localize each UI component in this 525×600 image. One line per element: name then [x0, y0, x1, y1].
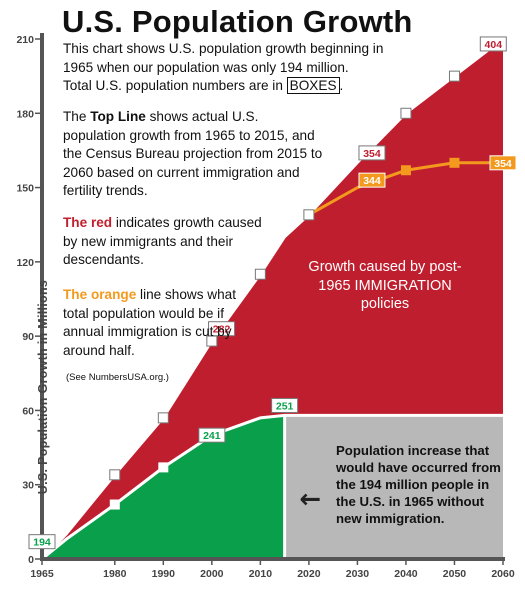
y-tick-label: 60 [22, 405, 34, 417]
reduced-immigration-marker [400, 165, 411, 176]
intro-line-2: 1965 when our population was only 194 mi… [63, 59, 349, 75]
x-tick-label: 2020 [297, 568, 321, 580]
y-tick-label: 0 [28, 554, 34, 566]
boxed-label-text: 354 [494, 158, 512, 170]
boxed-label-text: 354 [363, 148, 381, 160]
y-tick-label: 210 [16, 34, 34, 46]
top-line-note: The Top Line shows actual U.S. populatio… [63, 108, 323, 201]
y-axis-label: U.S. Population Growth in Millions [36, 279, 50, 495]
total-population-marker [400, 107, 412, 119]
boxed-label-frame [358, 172, 386, 188]
top-line-bold: Top Line [90, 109, 146, 124]
natural-growth-marker [109, 499, 120, 510]
boxed-label-text: 251 [276, 400, 294, 412]
x-tick-label: 2010 [249, 568, 273, 580]
natural-growth-marker [158, 462, 169, 473]
x-tick-label: 1980 [103, 568, 127, 580]
total-population-marker [109, 469, 121, 481]
y-tick-label: 30 [22, 480, 34, 492]
x-tick-label: 1990 [152, 568, 176, 580]
chart-title: U.S. Population Growth [62, 4, 413, 39]
total-population-marker [254, 268, 266, 280]
total-population-marker [157, 412, 169, 424]
orange-note-bold: The orange [63, 287, 137, 302]
red-note-rest: indicates growth caused by new immigrant… [63, 215, 262, 268]
top-line-pre: The [63, 109, 91, 124]
natural-growth-line [41, 413, 503, 561]
y-tick-label: 90 [22, 331, 34, 343]
intro-line-1: This chart shows U.S. population growth … [63, 41, 384, 56]
boxed-label-frame [28, 534, 56, 550]
x-tick-label: 2050 [443, 568, 467, 580]
boxed-label-text: 282 [213, 324, 231, 336]
x-tick-label: 2040 [394, 568, 418, 580]
intro-line-3-post: . [339, 78, 344, 94]
boxed-label-text: 344 [363, 175, 381, 187]
top-line-rest: shows actual U.S. population growth from… [63, 109, 323, 199]
boxed-label-frame [198, 427, 226, 443]
intro-line-3-pre: Total U.S. population numbers are in [63, 78, 287, 94]
red-note-bold: The red [63, 215, 113, 230]
boxed-label-frame [358, 145, 386, 161]
y-tick-label: 150 [16, 183, 34, 195]
source-note: (See NumbersUSA.org.) [66, 372, 169, 383]
red-note: The red indicates growth caused by new i… [63, 214, 268, 270]
x-tick-label: 2060 [491, 568, 515, 580]
y-tick-label: 180 [16, 108, 34, 120]
x-tick-label: 2030 [346, 568, 370, 580]
orange-note: The orange line shows what total populat… [63, 286, 253, 360]
orange-note-rest: line shows what total population would b… [63, 287, 237, 358]
boxed-label-frame [479, 36, 507, 52]
boxed-label-frame [208, 321, 236, 337]
y-tick-label: 120 [16, 257, 34, 269]
x-tick-label: 2000 [200, 568, 224, 580]
boxed-label-text: 194 [33, 537, 51, 549]
boxed-label-text: 404 [485, 39, 503, 51]
total-population-line [41, 38, 504, 560]
no-immigration-projection-area [284, 415, 503, 559]
red-area-annotation: Growth caused by post-1965 IMMIGRATION p… [308, 259, 462, 312]
boxes-label: BOXES [286, 77, 340, 95]
boxed-label-frame [271, 397, 299, 413]
boxed-label-text: 241 [203, 430, 221, 442]
natural-growth-area [42, 415, 285, 559]
total-population-marker [303, 209, 315, 221]
intro-text: This chart shows U.S. population growth … [63, 40, 443, 96]
boxed-label-frame [489, 155, 517, 171]
left-arrow-icon: ← [299, 485, 321, 515]
intro-line-3: Total U.S. population numbers are in BOX… [63, 77, 443, 96]
total-population-marker [448, 70, 460, 82]
x-tick-label: 1965 [30, 568, 54, 580]
grey-area-annotation: Population increase that would have occu… [336, 443, 501, 526]
reduced-immigration-marker [449, 157, 460, 168]
